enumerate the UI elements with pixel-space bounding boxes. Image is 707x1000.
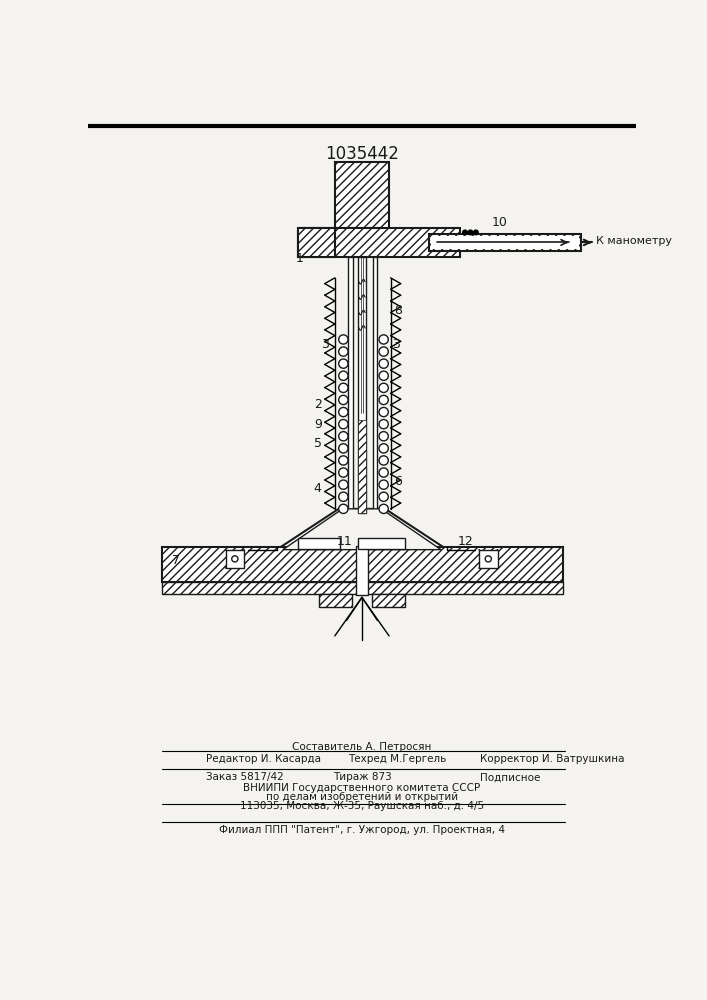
Text: 3: 3 <box>392 338 400 351</box>
Circle shape <box>462 230 467 235</box>
Bar <box>358 538 404 549</box>
Circle shape <box>339 407 348 417</box>
Circle shape <box>339 420 348 429</box>
Text: Редактор И. Касарда: Редактор И. Касарда <box>206 754 321 764</box>
Bar <box>298 228 335 257</box>
Circle shape <box>339 444 348 453</box>
Bar <box>358 420 366 513</box>
Circle shape <box>379 359 388 368</box>
Circle shape <box>379 395 388 405</box>
Text: Тираж 873: Тираж 873 <box>332 772 392 782</box>
Text: 1035442: 1035442 <box>325 145 399 163</box>
Circle shape <box>339 468 348 477</box>
Text: 4: 4 <box>314 482 322 495</box>
Bar <box>429 234 580 251</box>
Text: Филиал ППП "Патент", г. Ужгород, ул. Проектная, 4: Филиал ППП "Патент", г. Ужгород, ул. Про… <box>219 825 505 835</box>
Circle shape <box>232 556 238 562</box>
Text: Подписное: Подписное <box>480 772 540 782</box>
Text: 5: 5 <box>314 437 322 450</box>
Circle shape <box>485 556 491 562</box>
Circle shape <box>379 444 388 453</box>
Text: 1: 1 <box>296 252 303 265</box>
Bar <box>162 547 563 582</box>
Text: 9: 9 <box>314 418 322 431</box>
Bar <box>320 594 352 607</box>
Text: 11: 11 <box>337 535 352 548</box>
Circle shape <box>339 480 348 489</box>
Bar <box>356 546 368 595</box>
Bar <box>162 582 563 594</box>
Bar <box>335 162 389 228</box>
Circle shape <box>379 420 388 429</box>
Text: К манометру: К манометру <box>596 236 672 246</box>
Text: 7: 7 <box>172 554 180 567</box>
Text: 113035, Москва, Ж-35, Раушская наб., д. 4/5: 113035, Москва, Ж-35, Раушская наб., д. … <box>240 801 484 811</box>
Circle shape <box>379 504 388 513</box>
Circle shape <box>468 230 473 235</box>
Circle shape <box>339 359 348 368</box>
Circle shape <box>379 347 388 356</box>
Bar <box>431 236 579 249</box>
Circle shape <box>379 468 388 477</box>
Polygon shape <box>276 509 448 550</box>
Circle shape <box>379 371 388 380</box>
Circle shape <box>379 432 388 441</box>
Text: ВНИИПИ Государственного комитета СССР: ВНИИПИ Государственного комитета СССР <box>243 783 481 793</box>
Circle shape <box>379 456 388 465</box>
Bar <box>348 257 353 513</box>
Bar <box>372 594 404 607</box>
Text: по делам изобретений и открытий: по делам изобретений и открытий <box>266 792 458 802</box>
Circle shape <box>339 347 348 356</box>
Text: Составитель А. Петросян: Составитель А. Петросян <box>292 742 432 752</box>
Circle shape <box>379 383 388 392</box>
Text: 2: 2 <box>314 398 322 411</box>
Circle shape <box>339 335 348 344</box>
Circle shape <box>339 492 348 501</box>
Circle shape <box>339 432 348 441</box>
Polygon shape <box>283 509 441 550</box>
Text: Корректор И. Ватрушкина: Корректор И. Ватрушкина <box>480 754 624 764</box>
Text: Техред М.Гергель: Техред М.Гергель <box>348 754 446 764</box>
Bar <box>373 257 378 513</box>
Circle shape <box>379 492 388 501</box>
Circle shape <box>339 504 348 513</box>
Circle shape <box>379 407 388 417</box>
Circle shape <box>339 371 348 380</box>
Circle shape <box>339 383 348 392</box>
Circle shape <box>339 395 348 405</box>
Circle shape <box>339 456 348 465</box>
Bar <box>358 257 366 513</box>
Bar <box>298 228 460 257</box>
Text: 3: 3 <box>321 338 329 351</box>
Circle shape <box>474 230 478 235</box>
Text: 10: 10 <box>491 216 507 229</box>
Text: 6: 6 <box>395 475 402 488</box>
Text: Заказ 5817/42: Заказ 5817/42 <box>206 772 284 782</box>
Bar <box>226 550 244 568</box>
Text: 8: 8 <box>395 304 402 317</box>
Bar <box>298 538 340 549</box>
Bar <box>479 550 498 568</box>
Text: 12: 12 <box>458 535 474 548</box>
Circle shape <box>379 335 388 344</box>
Circle shape <box>379 480 388 489</box>
